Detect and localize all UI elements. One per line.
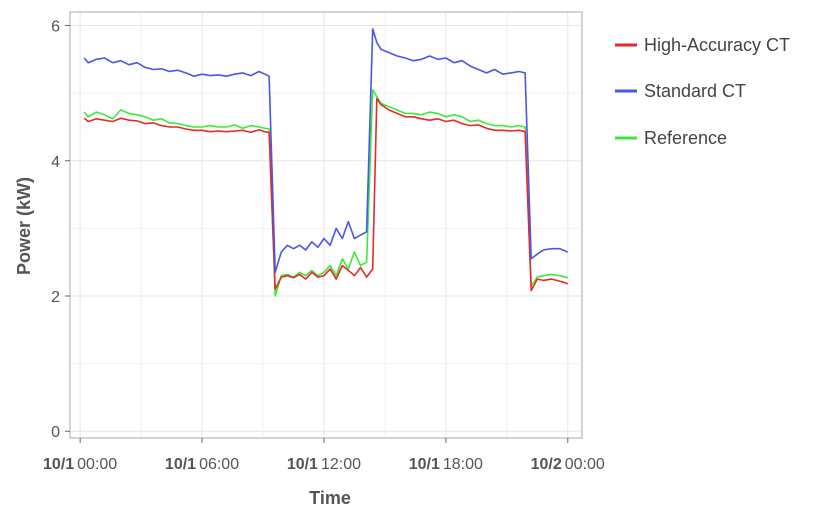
x-tick-date-label: 10/1 [43, 456, 74, 473]
x-tick-time-label: 18:00 [443, 456, 483, 473]
x-tick-time-label: 06:00 [199, 456, 239, 473]
y-tick-label: 4 [51, 154, 60, 171]
x-tick-time-label: 00:00 [77, 456, 117, 473]
x-tick-date-label: 10/1 [165, 456, 196, 473]
x-tick-date-label: 10/1 [287, 456, 318, 473]
x-tick-time-label: 00:00 [565, 456, 605, 473]
x-tick-date-label: 10/1 [409, 456, 440, 473]
legend: High-Accuracy CT Standard CT Reference [615, 35, 790, 148]
series-line-standard-ct [83, 28, 569, 274]
series-line-high-accuracy-ct [83, 97, 569, 292]
x-tick-date-label: 10/2 [531, 456, 562, 473]
legend-label-high-accuracy-ct: High-Accuracy CT [644, 35, 790, 55]
series-lines [83, 28, 569, 297]
y-tick-label: 6 [51, 19, 60, 36]
series-line-reference [83, 89, 568, 297]
legend-label-standard-ct: Standard CT [644, 81, 746, 101]
y-axis-title: Power (kW) [14, 177, 34, 275]
y-tick-label: 0 [51, 424, 60, 441]
y-tick-label: 2 [51, 289, 60, 306]
x-tick-time-label: 12:00 [321, 456, 361, 473]
plot-frame [69, 11, 583, 439]
grid [70, 12, 582, 438]
legend-label-reference: Reference [644, 128, 727, 148]
x-axis-title: Time [309, 488, 351, 508]
